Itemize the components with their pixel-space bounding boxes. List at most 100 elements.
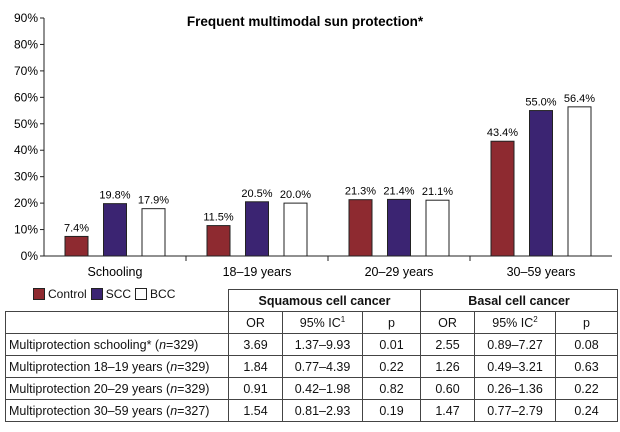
cell-scc-ci: 0.81–2.93 — [282, 399, 363, 422]
x-tick-label: 20–29 years — [365, 265, 434, 279]
cell-scc-or: 3.69 — [228, 333, 283, 356]
table-corner-blank — [6, 290, 229, 312]
table-row: Multiprotection 20–29 years (n=329) 0.91… — [5, 377, 619, 400]
row-label-n-value: =329) — [177, 381, 210, 396]
col-header-bcc-ci-text: 95% IC — [492, 316, 534, 331]
bar — [567, 106, 592, 257]
row-label-n: n — [159, 337, 167, 352]
col-header-scc-p: p — [361, 311, 422, 334]
bar-value-label: 55.0% — [525, 97, 556, 109]
row-label: Multiprotection 20–29 years (n=329) — [5, 377, 229, 400]
bar-value-label: 21.3% — [345, 186, 376, 198]
bar — [348, 199, 373, 257]
bar — [529, 110, 553, 257]
col-header-scc-ci: 95% IC1 — [282, 311, 363, 334]
x-axis: Schooling 18–19 years 20–29 years 30–59 yea… — [44, 255, 612, 279]
cell-scc-p: 0.22 — [361, 355, 422, 378]
row-label-n-value: =327) — [177, 403, 210, 418]
table-group-header-row: Squamous cell cancer Basal cell cancer — [6, 289, 619, 312]
cell-scc-p: 0.82 — [361, 377, 422, 400]
table-row: Multiprotection 18–19 years (n=329) 1.84… — [5, 355, 619, 378]
table-row-label-header — [5, 311, 229, 334]
bar — [283, 202, 308, 257]
bar-value-label: 20.5% — [241, 188, 272, 200]
col-header-bcc-ci: 95% IC2 — [474, 311, 557, 334]
y-tick-label: 0% — [21, 249, 39, 263]
bar — [206, 225, 231, 257]
table-column-header-row: OR 95% IC1 p OR 95% IC2 p — [5, 311, 619, 334]
bar-value-label: 20.0% — [280, 189, 311, 201]
row-label-n-value: =329) — [177, 359, 210, 374]
bar-value-label: 7.4% — [64, 222, 89, 234]
col-header-scc-ci-footnote: 1 — [340, 314, 346, 324]
cell-bcc-p: 0.24 — [555, 399, 619, 422]
row-label-prefix: Multiprotection schooling* ( — [9, 337, 160, 352]
col-header-scc-or: OR — [228, 311, 283, 334]
bar — [387, 198, 411, 257]
legend-label-control: Control — [48, 287, 87, 301]
bar — [64, 235, 89, 257]
row-label-n: n — [170, 403, 178, 418]
legend-swatch-control — [33, 288, 45, 300]
y-tick-label: 50% — [14, 117, 38, 131]
y-tick-label: 30% — [14, 170, 38, 184]
x-tick-label: Schooling — [88, 265, 143, 279]
col-header-bcc-ci-footnote: 2 — [533, 314, 538, 324]
bar — [141, 208, 166, 257]
cell-scc-ci: 0.42–1.98 — [282, 377, 363, 400]
cell-bcc-ci: 0.77–2.79 — [474, 399, 557, 422]
legend-swatch-bcc — [135, 288, 148, 300]
cell-bcc-or: 2.55 — [420, 333, 476, 356]
y-tick-label: 20% — [14, 196, 38, 210]
bar-value-label: 19.8% — [99, 190, 130, 202]
row-label-n: n — [170, 359, 178, 374]
y-tick-label: 40% — [14, 143, 38, 157]
cell-bcc-ci: 0.89–7.27 — [474, 333, 557, 356]
odds-ratio-table: Squamous cell cancer Basal cell cancer O… — [5, 289, 619, 422]
group-header-scc: Squamous cell cancer — [227, 289, 422, 312]
col-header-scc-ci-text: 95% IC — [299, 316, 341, 331]
row-label: Multiprotection schooling* (n=329) — [5, 333, 229, 356]
cell-scc-or: 1.84 — [228, 355, 283, 378]
bar-value-label: 43.4% — [487, 127, 518, 139]
cell-scc-or: 0.91 — [228, 377, 283, 400]
y-tick-label: 80% — [14, 37, 38, 51]
cell-bcc-p: 0.63 — [555, 355, 619, 378]
cell-scc-p: 0.01 — [361, 333, 422, 356]
legend-item-control: Control — [33, 287, 87, 301]
table-row: Multiprotection schooling* (n=329) 3.69 … — [5, 333, 619, 356]
y-tick-label: 60% — [14, 90, 38, 104]
cell-scc-ci: 1.37–9.93 — [282, 333, 363, 356]
bars: 7.4% 19.8% 17.9% 11.5% 20.5% 20.0% 21.3% 21.4% 2… — [64, 93, 595, 257]
cell-bcc-ci: 0.49–3.21 — [474, 355, 557, 378]
cell-bcc-or: 0.60 — [420, 377, 476, 400]
legend-item-bcc: BCC — [135, 287, 175, 301]
bar-value-label: 56.4% — [564, 93, 595, 105]
bar-value-label: 21.4% — [383, 185, 414, 197]
bar-value-label: 21.1% — [422, 186, 453, 198]
cell-bcc-ci: 0.26–1.36 — [474, 377, 557, 400]
bar — [103, 203, 127, 257]
chart-title: Frequent multimodal sun protection* — [187, 14, 424, 29]
y-tick-label: 90% — [14, 11, 38, 25]
legend: Control SCC BCC — [33, 286, 179, 302]
bar-chart: Frequent multimodal sun protection* 0% 10… — [14, 11, 612, 279]
row-label: Multiprotection 18–19 years (n=329) — [5, 355, 229, 378]
legend-label-bcc: BCC — [150, 287, 176, 301]
cell-bcc-p: 0.08 — [555, 333, 619, 356]
cell-scc-ci: 0.77–4.39 — [282, 355, 363, 378]
row-label: Multiprotection 30–59 years (n=327) — [5, 399, 229, 422]
x-tick-label: 18–19 years — [223, 265, 292, 279]
group-header-bcc: Basal cell cancer — [420, 289, 619, 312]
bar-value-label: 11.5% — [203, 212, 234, 224]
cell-scc-or: 1.54 — [228, 399, 283, 422]
bar — [245, 201, 269, 257]
legend-item-scc: SCC — [90, 287, 131, 301]
legend-swatch-scc — [90, 288, 103, 300]
row-label-prefix: Multiprotection 18–19 years ( — [9, 359, 171, 374]
bar-value-label: 17.9% — [138, 195, 169, 207]
col-header-bcc-p: p — [555, 311, 619, 334]
cell-bcc-or: 1.47 — [420, 399, 476, 422]
y-axis: 0% 10% 20% 30% 40% 50% 60% 70% 80% 90% — [14, 11, 45, 263]
x-tick-label: 30–59 years — [507, 265, 576, 279]
